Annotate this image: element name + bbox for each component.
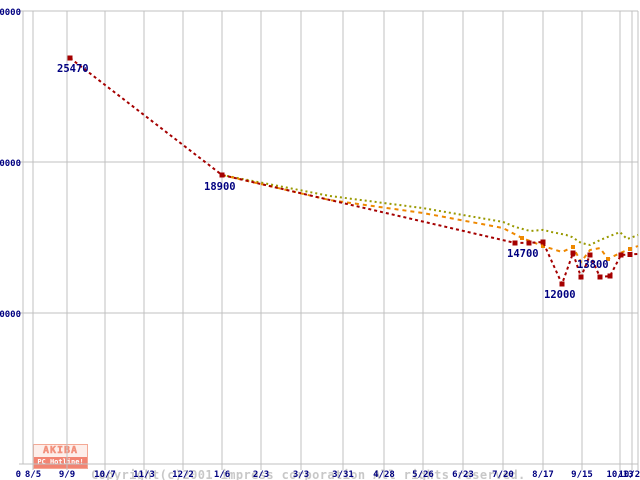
red-series-marker <box>559 281 565 287</box>
x-tick-label: 10/13 <box>606 470 633 480</box>
y-tick-label: 10000 <box>0 310 21 320</box>
red-series-marker <box>67 55 73 61</box>
orange-series-marker <box>520 235 524 240</box>
y-tick-label: 30000 <box>0 8 21 18</box>
y-tick-label: 20000 <box>0 159 21 169</box>
red-series-marker <box>526 240 532 246</box>
logo-pc-hotline-text: PC Hotline! <box>34 457 87 468</box>
x-tick-label: 3/3 <box>293 470 309 480</box>
logo-akiba-text: AKIBA <box>42 445 79 457</box>
red-series-marker <box>597 274 603 280</box>
red-series-line <box>69 57 639 287</box>
y-tick-label: 0 <box>16 470 21 480</box>
x-tick-label: 12/2 <box>172 470 194 480</box>
value-annotation: 14700 <box>507 248 539 260</box>
x-tick-label: 10/7 <box>94 470 116 480</box>
orange-series-marker <box>628 246 632 251</box>
x-tick-label: 5/26 <box>412 470 434 480</box>
red-series-marker <box>570 250 576 256</box>
orange-series-marker <box>606 256 610 261</box>
x-tick-label: 7/20 <box>492 470 514 480</box>
orange-series-marker <box>571 245 575 250</box>
red-series-marker <box>219 172 225 178</box>
x-tick-label: 6/23 <box>452 470 474 480</box>
x-tick-label: 4/28 <box>373 470 395 480</box>
red-series-marker <box>540 239 546 245</box>
x-tick-label: 10/20 <box>618 470 640 480</box>
value-annotation: 13800 <box>577 259 609 271</box>
value-annotation: 18900 <box>204 181 236 193</box>
akiba-pc-hotline-logo: AKIBA PC Hotline! <box>33 444 88 469</box>
red-series-marker <box>587 252 593 258</box>
value-annotation: 12000 <box>544 289 576 301</box>
value-annotation: 25470 <box>57 63 89 75</box>
olive-series-line <box>221 174 639 247</box>
red-series-marker <box>512 240 518 246</box>
x-tick-label: 9/15 <box>571 470 593 480</box>
red-series-marker <box>578 274 584 280</box>
x-tick-label: 8/5 <box>25 470 41 480</box>
x-tick-label: 11/3 <box>133 470 155 480</box>
x-tick-label: 9/9 <box>59 470 75 480</box>
copyright-line: Copyright(c)2001 impress corporation All… <box>91 468 526 480</box>
red-series-marker <box>627 251 633 257</box>
copyright-watermark: Copyright(c)2001 impress corporation All… <box>91 443 631 480</box>
orange-series-marker <box>541 243 545 248</box>
x-tick-label: 8/17 <box>532 470 554 480</box>
red-series-marker <box>618 252 624 258</box>
x-tick-label: 3/31 <box>332 470 354 480</box>
x-tick-label: 1/6 <box>214 470 230 480</box>
red-series-marker <box>607 273 613 279</box>
x-tick-label: 2/3 <box>253 470 269 480</box>
orange-series-line <box>221 174 639 264</box>
